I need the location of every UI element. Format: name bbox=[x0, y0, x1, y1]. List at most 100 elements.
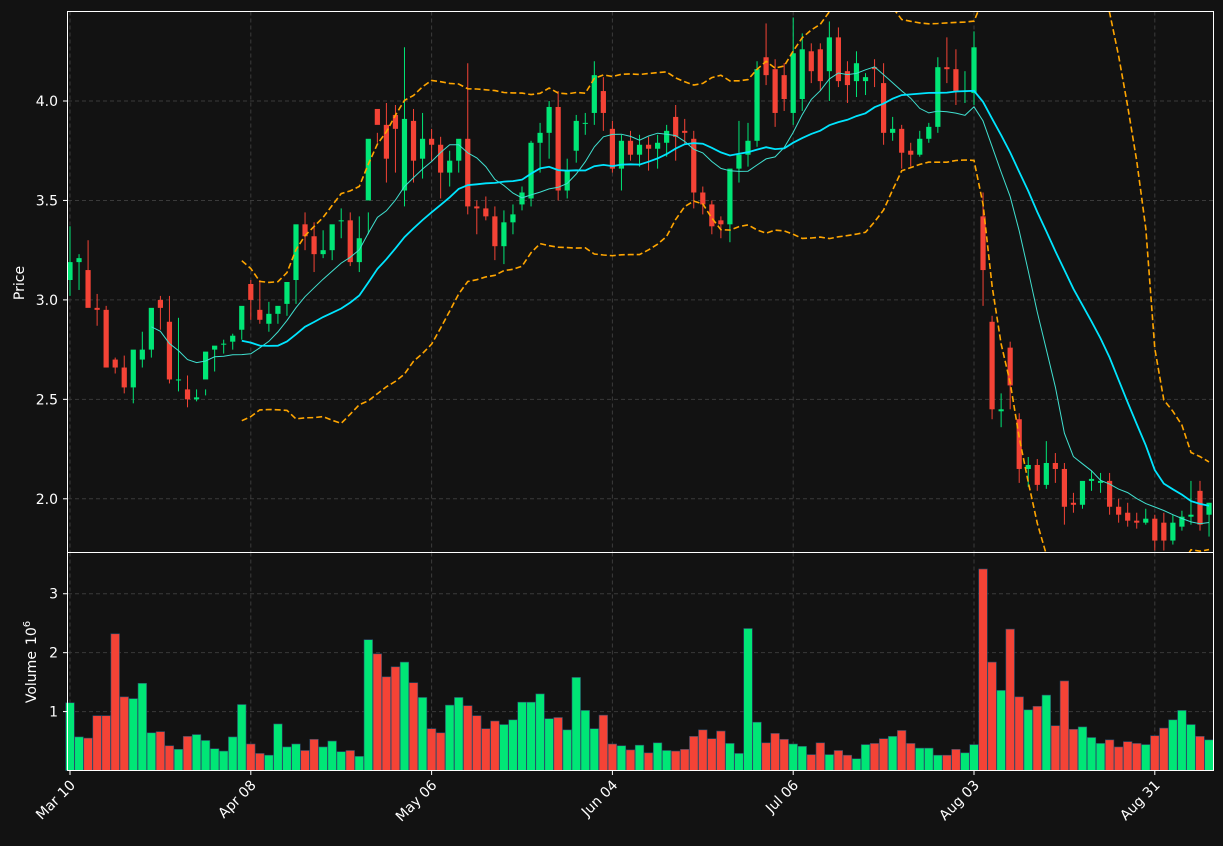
volume-bar bbox=[544, 718, 554, 771]
candle-body bbox=[664, 130, 670, 143]
candle-body bbox=[68, 262, 73, 281]
volume-bar bbox=[806, 754, 816, 771]
price-ytick-label: 2.0 bbox=[36, 492, 58, 508]
candle-body bbox=[917, 138, 923, 155]
candle-body bbox=[600, 91, 606, 113]
candle-body bbox=[374, 108, 380, 125]
volume-bar bbox=[1186, 724, 1196, 771]
candle-body bbox=[1025, 464, 1031, 469]
candle-body bbox=[1152, 518, 1158, 541]
candle-body bbox=[926, 126, 932, 139]
candle-body bbox=[899, 128, 905, 153]
candle-body bbox=[329, 224, 335, 251]
volume-bar bbox=[517, 701, 527, 771]
candle-body bbox=[537, 132, 543, 143]
volume-bar bbox=[1123, 741, 1133, 771]
candle-body bbox=[1116, 506, 1122, 515]
volume-bar bbox=[490, 720, 500, 771]
candle-body bbox=[456, 138, 462, 161]
volume-bar bbox=[616, 745, 627, 771]
price-ytick-label: 4.0 bbox=[36, 94, 58, 110]
volume-bar bbox=[1059, 680, 1069, 771]
candle-body bbox=[763, 57, 769, 76]
volume-bar bbox=[83, 737, 93, 771]
volume-bar bbox=[698, 729, 708, 771]
volume-bar bbox=[860, 744, 871, 771]
candle-body bbox=[311, 236, 317, 255]
candle-body bbox=[1107, 480, 1113, 507]
volume-bar bbox=[119, 696, 129, 771]
candle-body bbox=[817, 49, 823, 82]
volume-bar bbox=[1114, 746, 1124, 771]
volume-axis-label: Volume 106 bbox=[22, 621, 40, 703]
volume-bar bbox=[1132, 743, 1142, 771]
volume-bar bbox=[445, 704, 455, 771]
candle-body bbox=[139, 349, 145, 360]
candle-body bbox=[184, 389, 191, 400]
candle-body bbox=[790, 53, 796, 113]
candle-body bbox=[1052, 462, 1058, 469]
volume-bar bbox=[372, 653, 382, 771]
volume-bar bbox=[191, 734, 202, 771]
volume-y-axis: 1 2 3 bbox=[49, 587, 67, 721]
candle-body bbox=[293, 224, 299, 281]
candle-body bbox=[1125, 512, 1131, 521]
price-ytick-label: 3.5 bbox=[36, 193, 58, 209]
candle-body bbox=[130, 349, 136, 388]
candle-body bbox=[193, 397, 200, 400]
volume-panel-frame bbox=[67, 552, 1214, 771]
volume-bar bbox=[625, 749, 636, 771]
volume-bar bbox=[309, 738, 319, 771]
candle-body bbox=[1170, 522, 1176, 541]
volume-bar bbox=[228, 736, 238, 771]
candle-body bbox=[175, 379, 182, 381]
volume-bar bbox=[878, 738, 889, 771]
volume-bar bbox=[463, 705, 473, 771]
volume-bar bbox=[815, 742, 825, 771]
candle-body bbox=[1179, 516, 1185, 527]
volume-bar bbox=[906, 743, 916, 771]
volume-bar bbox=[1032, 705, 1042, 771]
candle-body bbox=[528, 142, 534, 199]
candle-body bbox=[365, 138, 371, 201]
ma-long-line bbox=[241, 89, 1210, 507]
candle-body bbox=[492, 216, 498, 247]
volume-bar bbox=[842, 754, 853, 771]
volume-bar bbox=[508, 719, 518, 771]
candle-body bbox=[618, 140, 625, 169]
candle-body bbox=[519, 192, 525, 205]
candle-body bbox=[736, 154, 742, 169]
candle-body bbox=[1161, 522, 1167, 541]
volume-bar bbox=[716, 730, 726, 771]
candle-body bbox=[546, 106, 552, 133]
candle-body bbox=[148, 307, 154, 350]
volume-axis-exponent-power: 6 bbox=[22, 621, 33, 627]
price-grid bbox=[68, 11, 1213, 553]
volume-bar bbox=[996, 690, 1006, 771]
volume-bar bbox=[155, 731, 166, 771]
volume-bar bbox=[164, 745, 175, 771]
volume-bar bbox=[318, 746, 328, 771]
candle-body bbox=[799, 49, 805, 100]
volume-bar bbox=[851, 758, 862, 771]
volume-bar bbox=[589, 728, 599, 771]
volume-bar bbox=[273, 723, 283, 771]
volume-bar bbox=[110, 633, 120, 771]
candle-body bbox=[890, 128, 896, 133]
candle-body bbox=[76, 258, 82, 263]
candle-body bbox=[1197, 490, 1203, 525]
volume-bar bbox=[300, 750, 310, 771]
candle-body bbox=[221, 343, 227, 345]
volume-bar bbox=[951, 748, 961, 771]
volume-bar bbox=[1095, 743, 1106, 771]
price-ytick-label: 3.0 bbox=[36, 293, 58, 309]
volume-bar bbox=[264, 754, 274, 771]
candle-body bbox=[573, 120, 579, 151]
volume-bars bbox=[65, 568, 1214, 771]
volume-bar bbox=[689, 736, 699, 771]
volume-bar bbox=[924, 747, 934, 771]
volume-bar bbox=[282, 746, 292, 771]
volume-bar bbox=[897, 730, 907, 771]
volume-bar bbox=[978, 568, 988, 771]
